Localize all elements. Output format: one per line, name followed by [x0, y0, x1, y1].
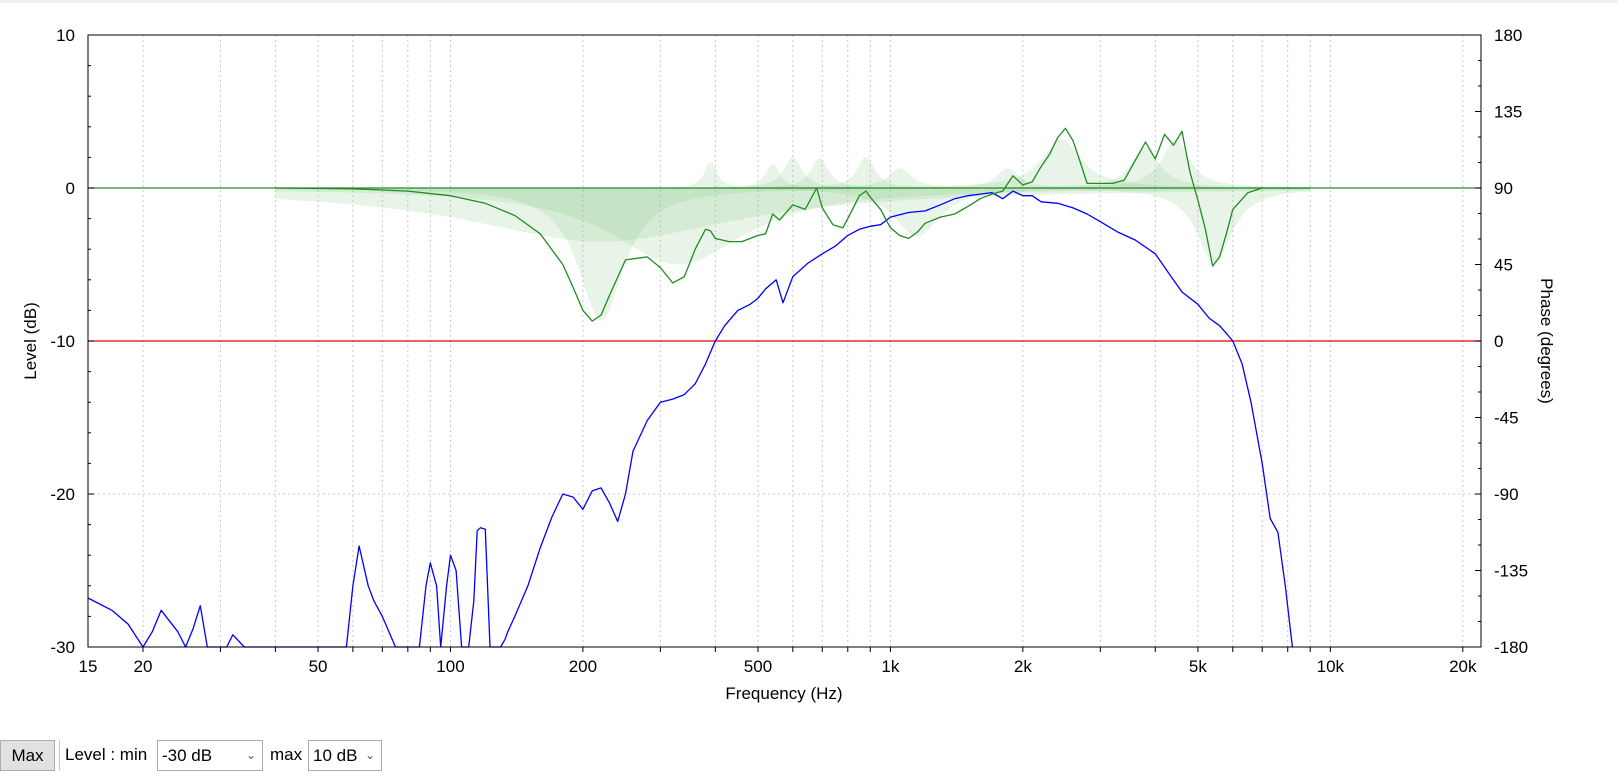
ticks — [88, 34, 1481, 652]
y2-tick-label: -45 — [1494, 409, 1519, 428]
filter-response-area — [275, 188, 1311, 265]
filter-response-area — [275, 188, 1311, 242]
max-button[interactable]: Max — [0, 740, 55, 771]
x-tick-label: 500 — [744, 657, 772, 676]
top-strip — [0, 0, 1618, 3]
y2-axis-title: Phase (degrees) — [1537, 278, 1556, 404]
x-tick-label: 100 — [436, 657, 464, 676]
x-tick-label: 1k — [881, 657, 899, 676]
x-tick-label: 2k — [1014, 657, 1032, 676]
y2-tick-label: 180 — [1494, 26, 1522, 45]
x-tick-label: 10k — [1317, 657, 1345, 676]
min-level-value: -30 dB — [162, 746, 213, 765]
y2-tick-labels: 180 135 90 45 0 -45 -90 -135 -180 — [1494, 26, 1528, 657]
x-axis-title: Frequency (Hz) — [725, 684, 842, 703]
x-tick-label: 20 — [134, 657, 153, 676]
max-level-value: 10 dB — [313, 746, 358, 765]
x-tick-labels: 15 20 50 100 200 500 1k 2k 5k 10k 20k — [79, 657, 1477, 676]
y2-tick-label: -90 — [1494, 485, 1519, 504]
y2-tick-label: 0 — [1494, 332, 1503, 351]
y2-tick-label: 135 — [1494, 103, 1522, 122]
y-tick-label: 10 — [56, 26, 75, 45]
y-tick-label: -20 — [50, 485, 75, 504]
y-tick-label: -30 — [50, 638, 75, 657]
y2-tick-label: -135 — [1494, 562, 1528, 581]
level-max-label: max — [270, 745, 303, 764]
filter-response-area — [275, 188, 1311, 264]
filter-response-area — [275, 139, 1311, 188]
y2-tick-label: 90 — [1494, 179, 1513, 198]
filter-response-area — [275, 155, 1311, 188]
x-tick-label: 20k — [1449, 657, 1477, 676]
y-tick-label: 0 — [66, 179, 75, 198]
y-axis-title: Level (dB) — [21, 302, 40, 379]
y-tick-labels: 10 0 -10 -20 -30 — [50, 26, 75, 657]
max-level-select[interactable]: 10 dB ⌄ — [308, 740, 382, 771]
series-line-eq-correction — [275, 127, 1311, 322]
x-tick-label: 5k — [1189, 657, 1207, 676]
x-tick-label: 50 — [309, 657, 328, 676]
chevron-down-icon: ⌄ — [245, 748, 256, 762]
x-tick-label: 200 — [569, 657, 597, 676]
y2-tick-label: 45 — [1494, 256, 1513, 275]
chevron-down-icon: ⌄ — [364, 748, 375, 762]
frequency-response-chart[interactable]: 15 20 50 100 200 500 1k 2k 5k 10k 20k 100-10-20-30… — [0, 0, 1618, 740]
toolbar-separator — [59, 740, 60, 771]
y-tick-label: -10 — [50, 332, 75, 351]
x-tick-label: 15 — [79, 657, 98, 676]
y2-tick-label: -180 — [1494, 638, 1528, 657]
level-min-label: Level : min — [65, 745, 148, 764]
toolbar: Max Level : min -30 dB ⌄ max 10 dB ⌄ — [0, 740, 1618, 773]
min-level-select[interactable]: -30 dB ⌄ — [157, 740, 263, 771]
